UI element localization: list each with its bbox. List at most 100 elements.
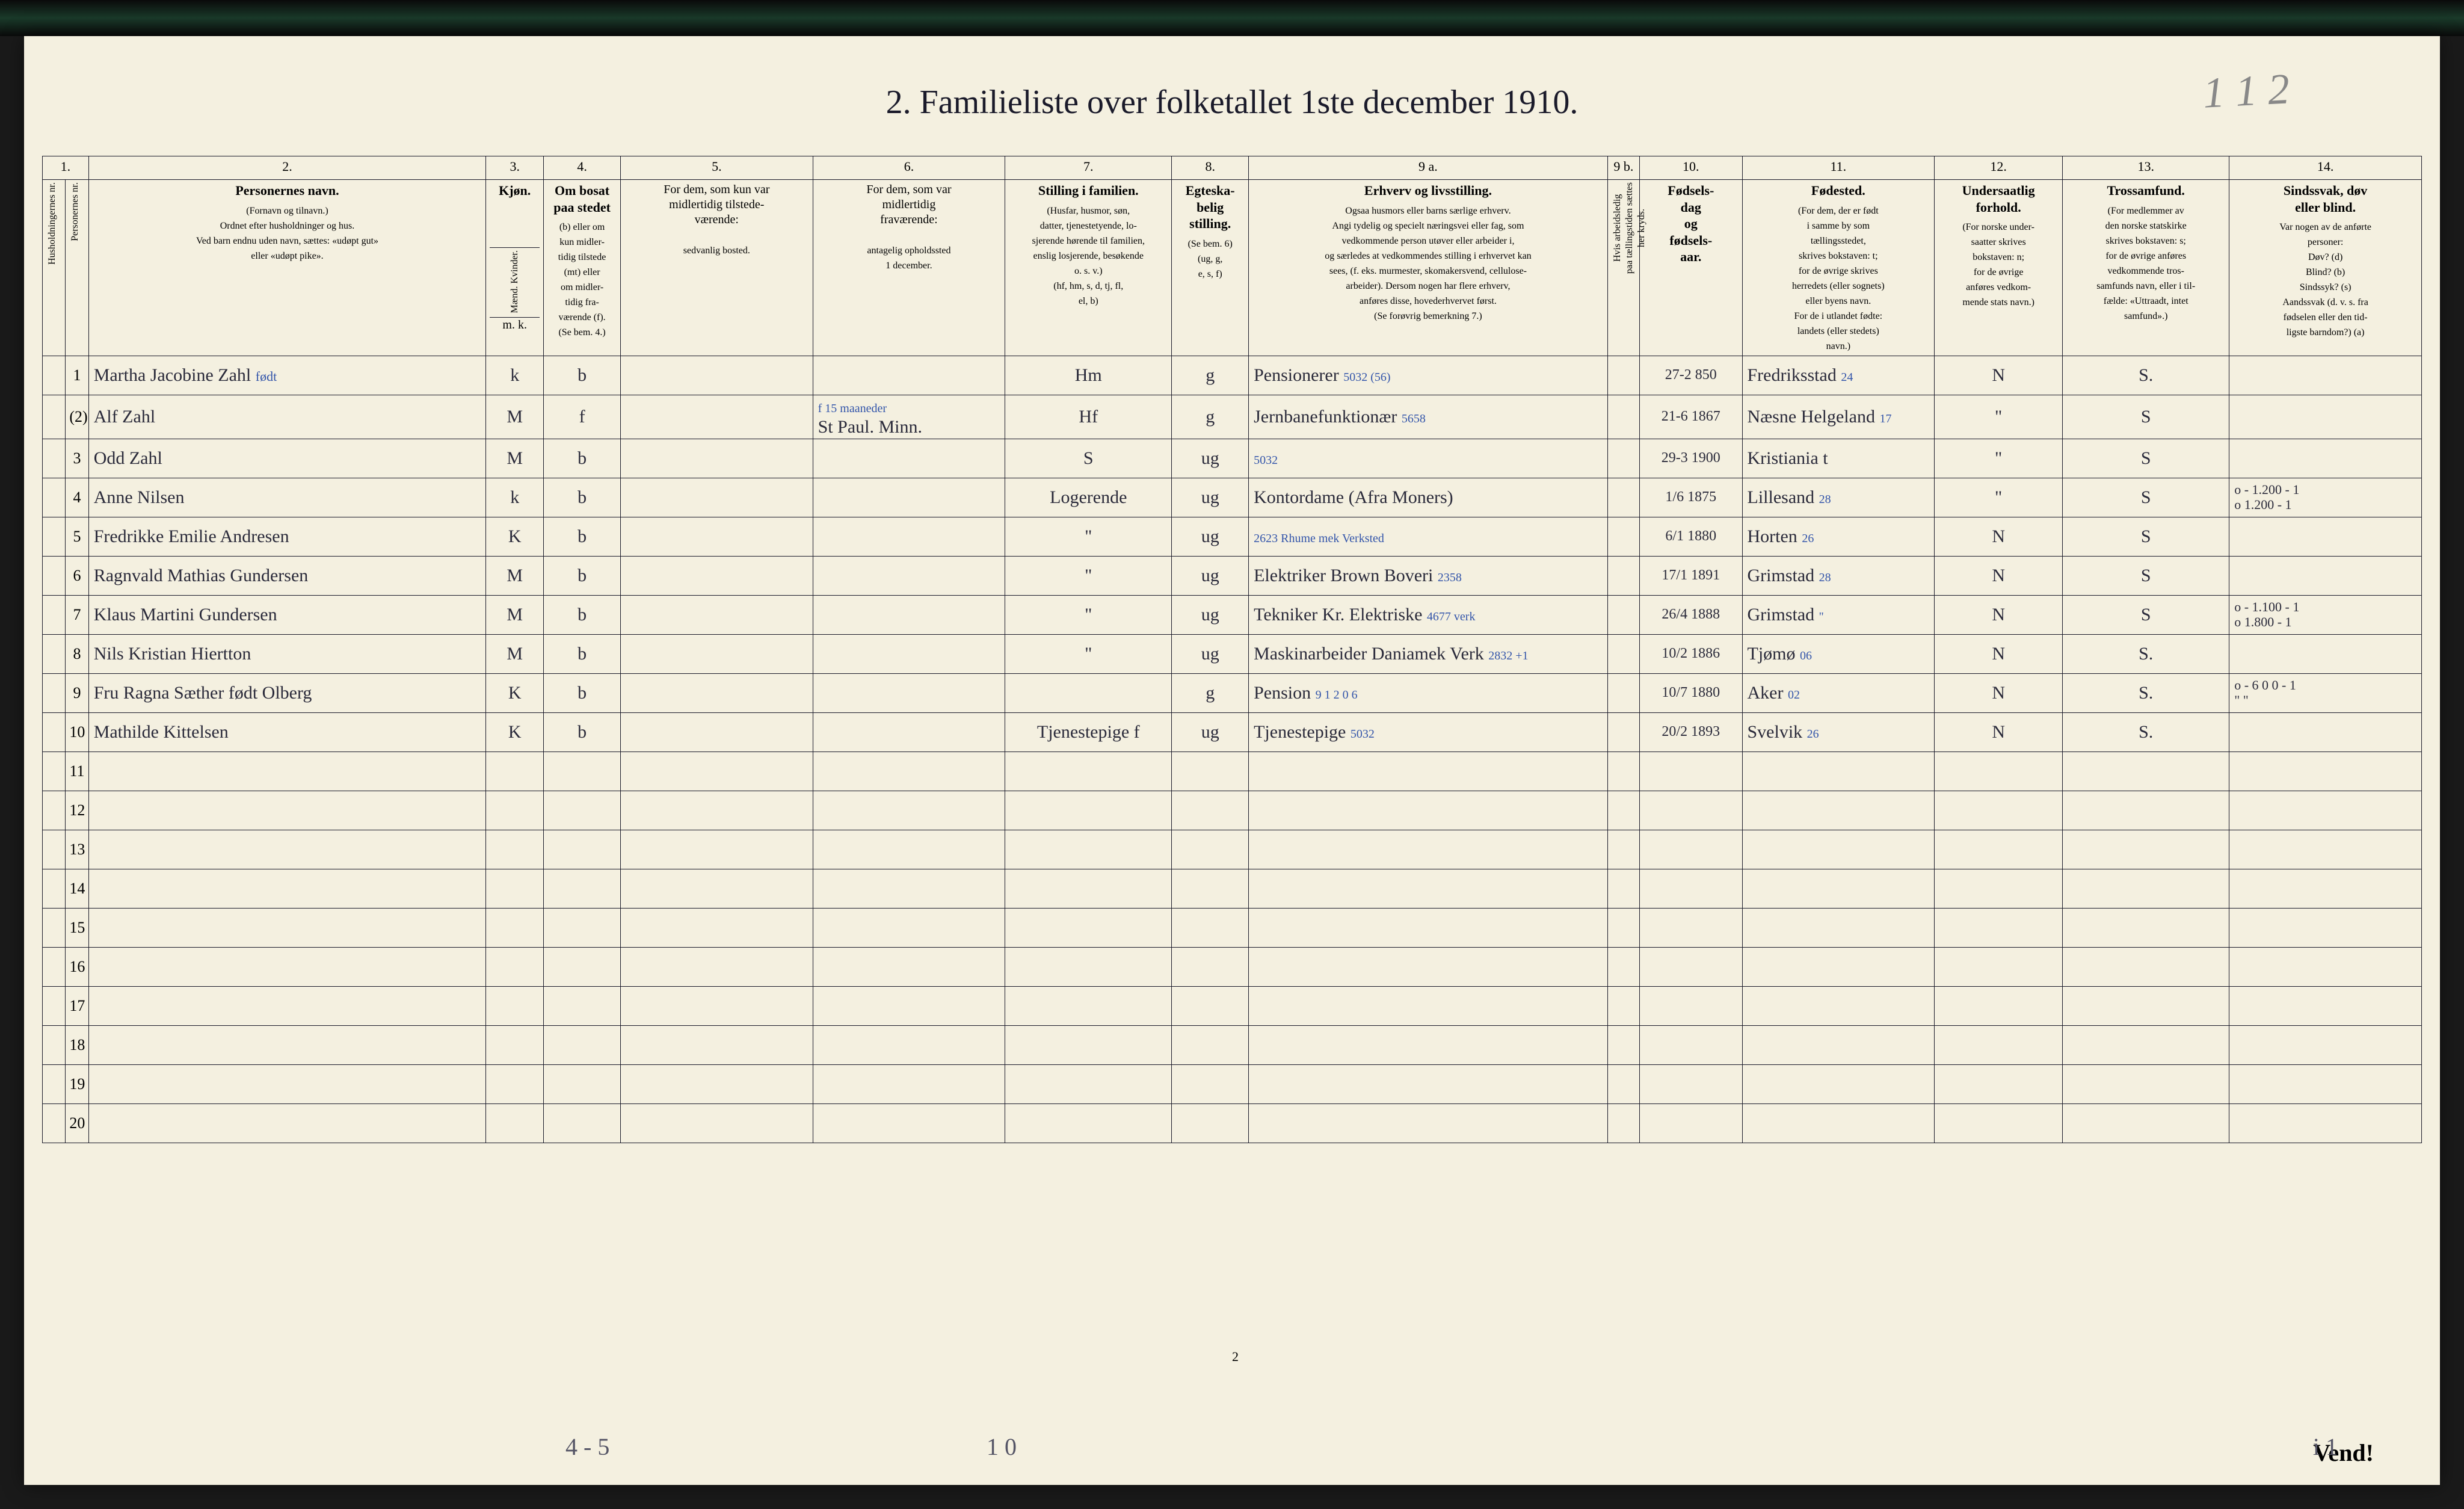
sex-cell: M	[486, 634, 544, 673]
sex-cell: M	[486, 439, 544, 478]
marital-cell: ug	[1172, 634, 1249, 673]
family-position-cell: Logerende	[1005, 478, 1172, 517]
table-row-empty: 18	[43, 1025, 2422, 1064]
colnum-14: 14.	[2229, 156, 2422, 180]
family-position-cell: Hm	[1005, 356, 1172, 395]
header-disability: Sindssvak, døv eller blind. Var nogen av…	[2229, 180, 2422, 356]
temp-present-cell	[621, 395, 813, 439]
birthdate-cell: 6/1 1880	[1640, 517, 1742, 556]
residence-cell: b	[544, 356, 621, 395]
unemployed-cell	[1607, 634, 1639, 673]
religion-cell: S.	[2063, 356, 2229, 395]
religion-cell: S	[2063, 439, 2229, 478]
person-nr-cell: 12	[66, 791, 88, 830]
family-position-cell: Hf	[1005, 395, 1172, 439]
household-nr-cell	[43, 986, 66, 1025]
table-row-empty: 20	[43, 1103, 2422, 1143]
household-nr-cell	[43, 595, 66, 634]
unemployed-cell	[1607, 517, 1639, 556]
header-family-position: Stilling i familien. (Husfar, husmor, sø…	[1005, 180, 1172, 356]
occupation-cell: Tjenestepige 5032	[1249, 712, 1608, 751]
table-row-empty: 14	[43, 869, 2422, 908]
family-position-cell: "	[1005, 556, 1172, 595]
occupation-cell: Tekniker Kr. Elektriske 4677 verk	[1249, 595, 1608, 634]
colnum-7: 7.	[1005, 156, 1172, 180]
household-nr-cell	[43, 478, 66, 517]
colnum-10: 10.	[1640, 156, 1742, 180]
marital-cell: g	[1172, 673, 1249, 712]
temp-absent-cell	[813, 517, 1005, 556]
sex-cell: K	[486, 517, 544, 556]
person-nr-cell: 4	[66, 478, 88, 517]
household-nr-cell	[43, 712, 66, 751]
residence-cell: b	[544, 478, 621, 517]
census-table-wrap: 1. 2. 3. 4. 5. 6. 7. 8. 9 a. 9 b. 10. 11…	[42, 156, 2422, 1143]
pencil-mark-left: 4 - 5	[565, 1433, 609, 1461]
temp-present-cell	[621, 556, 813, 595]
table-row-empty: 19	[43, 1064, 2422, 1103]
occupation-cell: Pensionerer 5032 (56)	[1249, 356, 1608, 395]
sex-cell: K	[486, 712, 544, 751]
temp-present-cell	[621, 673, 813, 712]
table-row: (2)Alf ZahlMff 15 maanederSt Paul. Minn.…	[43, 395, 2422, 439]
occupation-cell: Kontordame (Afra Moners)	[1249, 478, 1608, 517]
birthplace-cell: Grimstad "	[1742, 595, 1935, 634]
occupation-cell: Maskinarbeider Daniamek Verk 2832 +1	[1249, 634, 1608, 673]
residence-cell: b	[544, 712, 621, 751]
person-nr-cell: 1	[66, 356, 88, 395]
name-cell: Alf Zahl	[88, 395, 486, 439]
marital-cell: ug	[1172, 517, 1249, 556]
temp-absent-cell	[813, 595, 1005, 634]
nationality-cell: "	[1935, 439, 2063, 478]
person-nr-cell: 5	[66, 517, 88, 556]
household-nr-cell	[43, 947, 66, 986]
person-nr-cell: 14	[66, 869, 88, 908]
temp-present-cell	[621, 478, 813, 517]
header-household-nr: Husholdningernes nr.	[43, 180, 66, 356]
occupation-cell: Pension 9 1 2 0 6	[1249, 673, 1608, 712]
birthplace-cell: Fredriksstad 24	[1742, 356, 1935, 395]
unemployed-cell	[1607, 556, 1639, 595]
person-nr-cell: 9	[66, 673, 88, 712]
nationality-cell: N	[1935, 673, 2063, 712]
family-position-cell: "	[1005, 595, 1172, 634]
unemployed-cell	[1607, 595, 1639, 634]
colnum-9a: 9 a.	[1249, 156, 1608, 180]
unemployed-cell	[1607, 712, 1639, 751]
residence-cell: b	[544, 517, 621, 556]
header-unemployed: Hvis arbeidsledig paa tællingstiden sætt…	[1607, 180, 1639, 356]
table-row: 6Ragnvald Mathias GundersenMb"ugElektrik…	[43, 556, 2422, 595]
disability-cell	[2229, 634, 2422, 673]
residence-cell: b	[544, 673, 621, 712]
colnum-5: 5.	[621, 156, 813, 180]
temp-present-cell	[621, 712, 813, 751]
household-nr-cell	[43, 751, 66, 791]
colnum-11: 11.	[1742, 156, 1935, 180]
colnum-9b: 9 b.	[1607, 156, 1639, 180]
marital-cell: ug	[1172, 556, 1249, 595]
household-nr-cell	[43, 556, 66, 595]
table-body: 1Martha Jacobine Zahl fødtkbHmgPensioner…	[43, 356, 2422, 1143]
header-temp-absent: For dem, som var midlertidig fraværende:…	[813, 180, 1005, 356]
birthplace-cell: Grimstad 28	[1742, 556, 1935, 595]
nationality-cell: N	[1935, 712, 2063, 751]
person-nr-cell: 19	[66, 1064, 88, 1103]
nationality-cell: "	[1935, 395, 2063, 439]
temp-absent-cell: f 15 maanederSt Paul. Minn.	[813, 395, 1005, 439]
birthplace-cell: Aker 02	[1742, 673, 1935, 712]
table-row-empty: 15	[43, 908, 2422, 947]
disability-cell: o - 6 0 0 - 1 " "	[2229, 673, 2422, 712]
nationality-cell: "	[1935, 478, 2063, 517]
person-nr-cell: 7	[66, 595, 88, 634]
household-nr-cell	[43, 1064, 66, 1103]
occupation-cell: 2623 Rhume mek Verksted	[1249, 517, 1608, 556]
person-nr-cell: 13	[66, 830, 88, 869]
disability-cell: o - 1.200 - 1 o 1.200 - 1	[2229, 478, 2422, 517]
name-cell: Nils Kristian Hiertton	[88, 634, 486, 673]
household-nr-cell	[43, 830, 66, 869]
unemployed-cell	[1607, 395, 1639, 439]
table-row-empty: 11	[43, 751, 2422, 791]
temp-present-cell	[621, 356, 813, 395]
sex-cell: K	[486, 673, 544, 712]
disability-cell: o - 1.100 - 1 o 1.800 - 1	[2229, 595, 2422, 634]
